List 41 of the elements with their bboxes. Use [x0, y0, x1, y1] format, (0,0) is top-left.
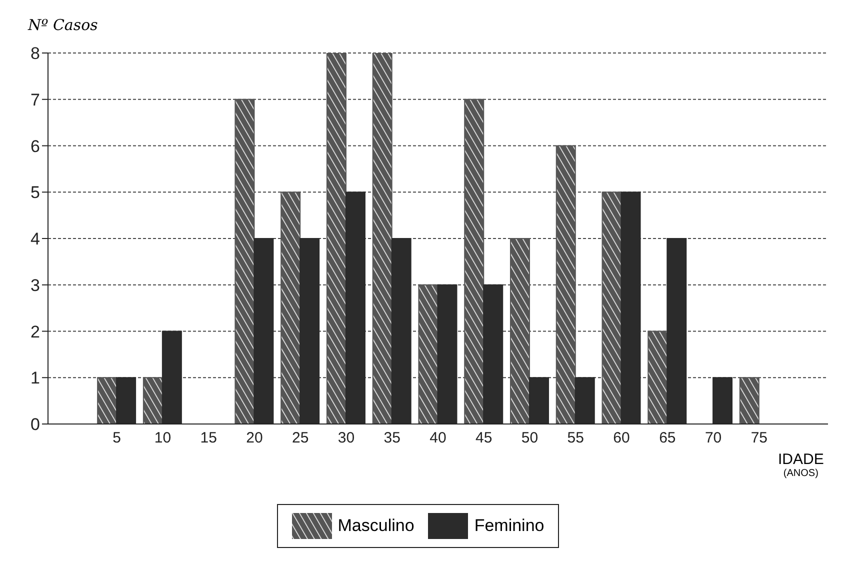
x-tick-label: 75	[750, 430, 768, 447]
legend-label: Feminino	[474, 516, 544, 536]
y-tick-label: 2	[30, 322, 40, 342]
x-tick-label: 20	[246, 430, 263, 447]
bar	[510, 238, 530, 424]
y-tick-label: 1	[30, 368, 40, 388]
x-tick-label: 25	[292, 430, 309, 447]
x-tick-label: 65	[659, 430, 676, 447]
y-tick-label: 0	[30, 415, 40, 434]
y-tick-label: 3	[30, 276, 40, 295]
bar	[372, 53, 392, 424]
x-tick-label: 60	[613, 430, 630, 447]
y-tick-label: 4	[30, 230, 40, 249]
y-tick-label: 6	[30, 136, 40, 156]
bar	[556, 145, 576, 424]
bar	[648, 330, 668, 424]
bar	[602, 192, 622, 424]
x-axis-title: IDADE (ANOS)	[778, 451, 824, 481]
x-tick-label: 70	[704, 430, 722, 447]
x-tick-label: 55	[567, 430, 584, 447]
bar	[142, 377, 163, 424]
x-tick-label: 50	[521, 430, 538, 447]
bar	[739, 377, 760, 424]
x-tick-label: 10	[154, 430, 172, 447]
x-tick-label: 40	[430, 430, 446, 447]
y-tick-label: 8	[30, 44, 40, 64]
x-tick-label: 5	[112, 430, 121, 447]
bar	[97, 377, 118, 424]
x-tick-label: 30	[338, 430, 355, 447]
x-tick-label: 45	[476, 430, 492, 447]
legend-label: Masculino	[338, 516, 414, 536]
y-axis-title: Nº Casos	[28, 16, 98, 34]
bar	[464, 98, 484, 424]
bar	[234, 98, 255, 424]
x-tick-label: 15	[200, 430, 217, 447]
y-tick-label: 5	[30, 183, 40, 202]
bar	[280, 192, 301, 424]
bar	[418, 284, 438, 424]
bar	[326, 53, 346, 424]
y-tick-label: 7	[30, 90, 40, 110]
x-tick-label: 35	[384, 430, 400, 447]
